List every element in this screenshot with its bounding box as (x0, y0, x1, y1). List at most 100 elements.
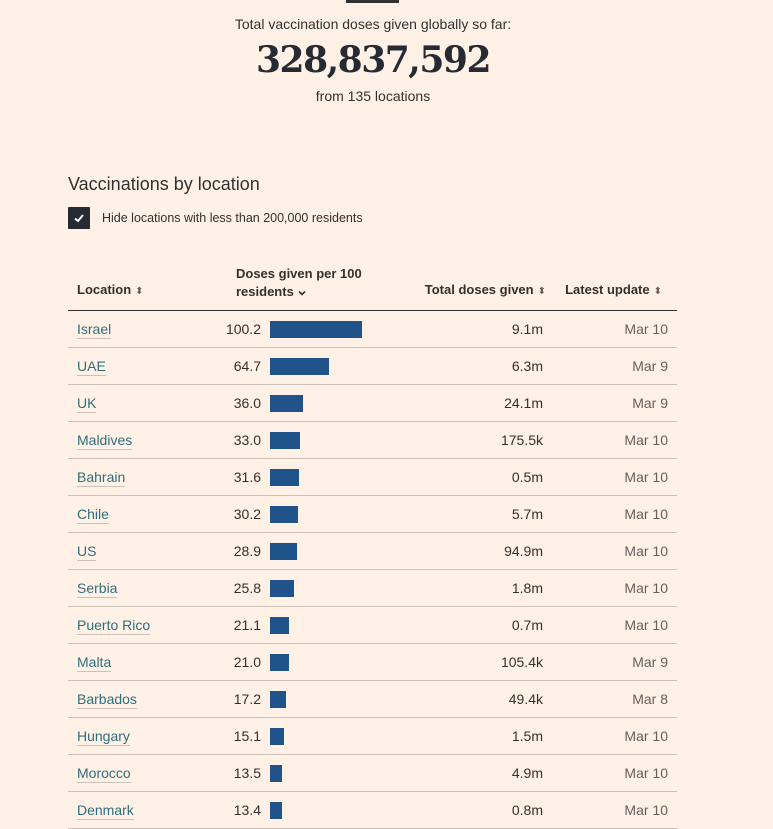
latest-update-value: Mar 10 (624, 765, 668, 781)
doses-per-100-value: 25.8 (233, 580, 261, 596)
location-link[interactable]: Hungary (77, 728, 130, 746)
location-link[interactable]: Denmark (77, 802, 134, 820)
doses-per-100-bar (270, 321, 362, 338)
location-cell: Morocco (77, 755, 131, 791)
location-cell: Barbados (77, 681, 137, 717)
location-cell: Bahrain (77, 459, 126, 495)
header-total-label: Total doses given (424, 282, 534, 297)
location-cell: Israel (77, 311, 112, 347)
total-doses-value: 0.8m (511, 802, 543, 818)
vaccinations-table: Location ⬍ Doses given per 100 residents … (68, 262, 677, 829)
doses-per-100-bar (270, 691, 286, 708)
location-cell: Maldives (77, 422, 133, 458)
table-row: Serbia 25.8 1.8m Mar 10 (68, 570, 677, 607)
location-cell: Hungary (77, 718, 130, 754)
total-doses-value: 94.9m (504, 543, 543, 559)
location-link[interactable]: Serbia (77, 580, 118, 598)
table-row: UAE 64.7 6.3m Mar 9 (68, 348, 677, 385)
latest-update-value: Mar 10 (624, 580, 668, 596)
doses-per-100-bar (270, 395, 303, 412)
sort-by-total-doses[interactable]: Total doses given ⬍ (425, 281, 546, 301)
doses-per-100-bar (270, 358, 329, 375)
latest-update-value: Mar 10 (624, 617, 668, 633)
doses-per-100-bar (270, 728, 284, 745)
doses-per-100-value: 64.7 (233, 358, 261, 374)
summary-total: 328,837,592 (255, 39, 492, 81)
table-row: US 28.9 94.9m Mar 10 (68, 533, 677, 570)
latest-update-value: Mar 10 (624, 543, 668, 559)
doses-per-100-bar (270, 802, 282, 819)
doses-per-100-bar (270, 654, 289, 671)
location-link[interactable]: UAE (77, 358, 106, 376)
total-doses-value: 0.7m (511, 617, 543, 633)
sort-by-location[interactable]: Location ⬍ (77, 281, 144, 301)
checkmark-icon (74, 214, 84, 223)
table-header: Location ⬍ Doses given per 100 residents … (68, 262, 677, 311)
location-link[interactable]: Barbados (77, 691, 137, 709)
latest-update-value: Mar 8 (632, 691, 668, 707)
total-doses-value: 105.4k (500, 654, 543, 670)
table-row: Denmark 13.4 0.8m Mar 10 (68, 792, 677, 829)
sort-icon: ⬍ (135, 286, 144, 297)
location-link[interactable]: Morocco (77, 765, 131, 783)
table-row: Maldives 33.0 175.5k Mar 10 (68, 422, 677, 459)
table-body: Israel 100.2 9.1m Mar 10 UAE 64.7 6.3m Mar 9 UK 3… (68, 311, 677, 829)
doses-per-100-value: 21.0 (233, 654, 261, 670)
sort-by-doses-per-100[interactable]: Doses given per 100 residents (236, 265, 386, 301)
section-title: Vaccinations by location (68, 174, 260, 194)
location-link[interactable]: Bahrain (77, 469, 126, 487)
latest-update-value: Mar 10 (624, 321, 668, 337)
header-update-label: Latest update (565, 282, 650, 297)
total-doses-value: 9.1m (511, 321, 543, 337)
doses-per-100-value: 30.2 (233, 506, 261, 522)
location-cell: US (77, 533, 97, 569)
location-cell: UK (77, 385, 97, 421)
latest-update-value: Mar 10 (624, 469, 668, 485)
sort-icon: ⬍ (653, 286, 662, 297)
doses-per-100-value: 21.1 (233, 617, 261, 633)
top-tab-indicator (346, 0, 399, 3)
location-link[interactable]: US (77, 543, 97, 561)
doses-per-100-value: 28.9 (233, 543, 261, 559)
table-row: Malta 21.0 105.4k Mar 9 (68, 644, 677, 681)
doses-per-100-value: 36.0 (233, 395, 261, 411)
location-link[interactable]: Puerto Rico (77, 617, 151, 635)
location-cell: Denmark (77, 792, 134, 828)
filter-label: Hide locations with less than 200,000 re… (102, 211, 363, 225)
location-link[interactable]: UK (77, 395, 97, 413)
location-link[interactable]: Malta (77, 654, 112, 672)
header-doses-label-line1: Doses given per 100 (236, 266, 362, 281)
location-link[interactable]: Maldives (77, 432, 133, 450)
hide-small-locations-checkbox[interactable] (68, 207, 90, 229)
global-summary: Total vaccination doses given globally s… (0, 14, 746, 106)
table-row: Puerto Rico 21.1 0.7m Mar 10 (68, 607, 677, 644)
table-row: Morocco 13.5 4.9m Mar 10 (68, 755, 677, 792)
latest-update-value: Mar 10 (624, 506, 668, 522)
location-cell: Puerto Rico (77, 607, 151, 643)
sort-by-latest-update[interactable]: Latest update ⬍ (565, 281, 662, 301)
doses-per-100-value: 17.2 (233, 691, 261, 707)
doses-per-100-value: 13.5 (233, 765, 261, 781)
total-doses-value: 49.4k (508, 691, 543, 707)
location-link[interactable]: Chile (77, 506, 109, 524)
table-row: UK 36.0 24.1m Mar 9 (68, 385, 677, 422)
total-doses-value: 1.8m (511, 580, 543, 596)
header-doses-label-line2: residents (236, 284, 294, 299)
location-cell: UAE (77, 348, 106, 384)
doses-per-100-value: 13.4 (233, 802, 261, 818)
summary-label: Total vaccination doses given globally s… (234, 16, 512, 32)
doses-per-100-bar (270, 432, 300, 449)
doses-per-100-bar (270, 765, 282, 782)
location-link[interactable]: Israel (77, 321, 112, 339)
sort-icon: ⬍ (537, 286, 546, 297)
table-row: Israel 100.2 9.1m Mar 10 (68, 311, 677, 348)
total-doses-value: 1.5m (511, 728, 543, 744)
table-row: Chile 30.2 5.7m Mar 10 (68, 496, 677, 533)
location-cell: Chile (77, 496, 109, 532)
total-doses-value: 6.3m (511, 358, 543, 374)
total-doses-value: 175.5k (500, 432, 543, 448)
table-row: Barbados 17.2 49.4k Mar 8 (68, 681, 677, 718)
location-cell: Malta (77, 644, 112, 680)
table-row: Bahrain 31.6 0.5m Mar 10 (68, 459, 677, 496)
hide-small-locations-filter[interactable]: Hide locations with less than 200,000 re… (68, 207, 363, 229)
